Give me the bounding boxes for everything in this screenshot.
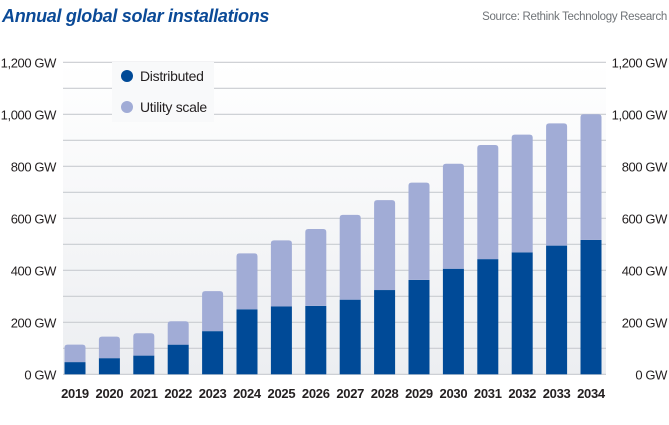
y-tick-label-left: 600 GW bbox=[11, 211, 57, 226]
bar-utility-scale-2029 bbox=[408, 182, 430, 280]
bar-utility-scale-2019 bbox=[64, 344, 86, 363]
chart-title: Annual global solar installations bbox=[2, 6, 270, 26]
bar-distributed-2023 bbox=[202, 331, 224, 375]
x-tick-label: 2034 bbox=[577, 386, 606, 401]
bar-utility-scale-2028 bbox=[374, 200, 396, 291]
y-tick-label-right: 200 GW bbox=[622, 315, 668, 330]
bar-distributed-2027 bbox=[339, 299, 361, 375]
bar-utility-scale-2030 bbox=[442, 163, 464, 269]
x-tick-label: 2023 bbox=[199, 386, 227, 401]
bar-distributed-2026 bbox=[305, 305, 327, 375]
y-tick-label-right: 1,000 GW bbox=[612, 107, 668, 122]
bar-utility-scale-2022 bbox=[167, 321, 189, 345]
y-tick-label-right: 400 GW bbox=[622, 263, 668, 278]
bar-distributed-2031 bbox=[477, 259, 499, 375]
x-tick-label: 2020 bbox=[96, 386, 124, 401]
bars bbox=[64, 114, 602, 375]
legend-swatch-utility-scale bbox=[121, 101, 133, 113]
x-tick-label: 2033 bbox=[543, 386, 571, 401]
bar-utility-scale-2033 bbox=[546, 123, 568, 246]
y-tick-label-right: 0 GW bbox=[635, 367, 668, 382]
bar-utility-scale-2027 bbox=[339, 214, 361, 300]
x-tick-label: 2030 bbox=[440, 386, 468, 401]
bar-distributed-2034 bbox=[580, 239, 602, 375]
bar-utility-scale-2023 bbox=[202, 291, 224, 332]
x-tick-label: 2021 bbox=[130, 386, 158, 401]
bar-utility-scale-2021 bbox=[133, 333, 155, 356]
bar-utility-scale-2020 bbox=[98, 336, 120, 359]
bar-distributed-2022 bbox=[167, 344, 189, 375]
x-tick-label: 2031 bbox=[474, 386, 502, 401]
x-tick-label: 2032 bbox=[508, 386, 536, 401]
x-tick-label: 2028 bbox=[371, 386, 399, 401]
y-tick-label-left: 1,000 GW bbox=[1, 107, 57, 122]
x-tick-label: 2024 bbox=[233, 386, 262, 401]
bar-utility-scale-2025 bbox=[270, 240, 292, 307]
bar-distributed-2020 bbox=[98, 358, 120, 375]
y-axis-right: 0 GW 200 GW 400 GW 600 GW 800 GW 1,000 GW 1,20… bbox=[612, 55, 669, 382]
legend-swatch-distributed bbox=[121, 70, 133, 82]
bar-utility-scale-2026 bbox=[305, 228, 327, 306]
y-tick-label-left: 800 GW bbox=[11, 159, 57, 174]
x-tick-label: 2019 bbox=[61, 386, 89, 401]
x-axis: 2019 2020 2021 2022 2023 2024 2025 2026 2027 2028… bbox=[61, 386, 606, 401]
legend-label-distributed: Distributed bbox=[140, 68, 204, 84]
legend: Distributed Utility scale bbox=[112, 62, 214, 122]
bar-distributed-2025 bbox=[270, 306, 292, 375]
bar-utility-scale-2031 bbox=[477, 144, 499, 260]
bar-distributed-2033 bbox=[546, 245, 568, 375]
bar-distributed-2019 bbox=[64, 362, 86, 375]
y-axis-left: 0 GW 200 GW 400 GW 600 GW 800 GW 1,000 GW 1,20… bbox=[1, 55, 58, 382]
x-tick-label: 2029 bbox=[405, 386, 433, 401]
bar-distributed-2021 bbox=[133, 355, 155, 375]
bar-utility-scale-2032 bbox=[511, 134, 533, 253]
bar-distributed-2024 bbox=[236, 309, 258, 375]
y-tick-label-left: 0 GW bbox=[24, 367, 57, 382]
legend-label-utility-scale: Utility scale bbox=[140, 99, 207, 115]
x-tick-label: 2026 bbox=[302, 386, 330, 401]
y-tick-label-right: 800 GW bbox=[622, 159, 668, 174]
bar-distributed-2030 bbox=[442, 268, 464, 375]
bar-utility-scale-2034 bbox=[580, 114, 602, 240]
y-tick-label-left: 400 GW bbox=[11, 263, 57, 278]
source-note: Source: Rethink Technology Research bbox=[482, 11, 667, 23]
y-tick-label-right: 1,200 GW bbox=[612, 55, 668, 70]
x-tick-label: 2022 bbox=[164, 386, 192, 401]
bar-utility-scale-2024 bbox=[236, 253, 258, 310]
bar-distributed-2028 bbox=[374, 290, 396, 375]
x-tick-label: 2025 bbox=[268, 386, 296, 401]
x-tick-label: 2027 bbox=[336, 386, 364, 401]
bar-distributed-2032 bbox=[511, 252, 533, 375]
bar-distributed-2029 bbox=[408, 279, 430, 375]
y-tick-label-left: 1,200 GW bbox=[1, 55, 57, 70]
y-tick-label-right: 600 GW bbox=[622, 211, 668, 226]
y-tick-label-left: 200 GW bbox=[11, 315, 57, 330]
